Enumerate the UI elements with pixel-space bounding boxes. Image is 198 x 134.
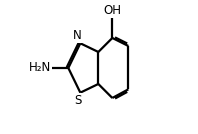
Text: H₂N: H₂N [29, 62, 51, 75]
Text: N: N [73, 29, 82, 42]
Text: S: S [74, 94, 82, 107]
Text: OH: OH [103, 4, 121, 17]
